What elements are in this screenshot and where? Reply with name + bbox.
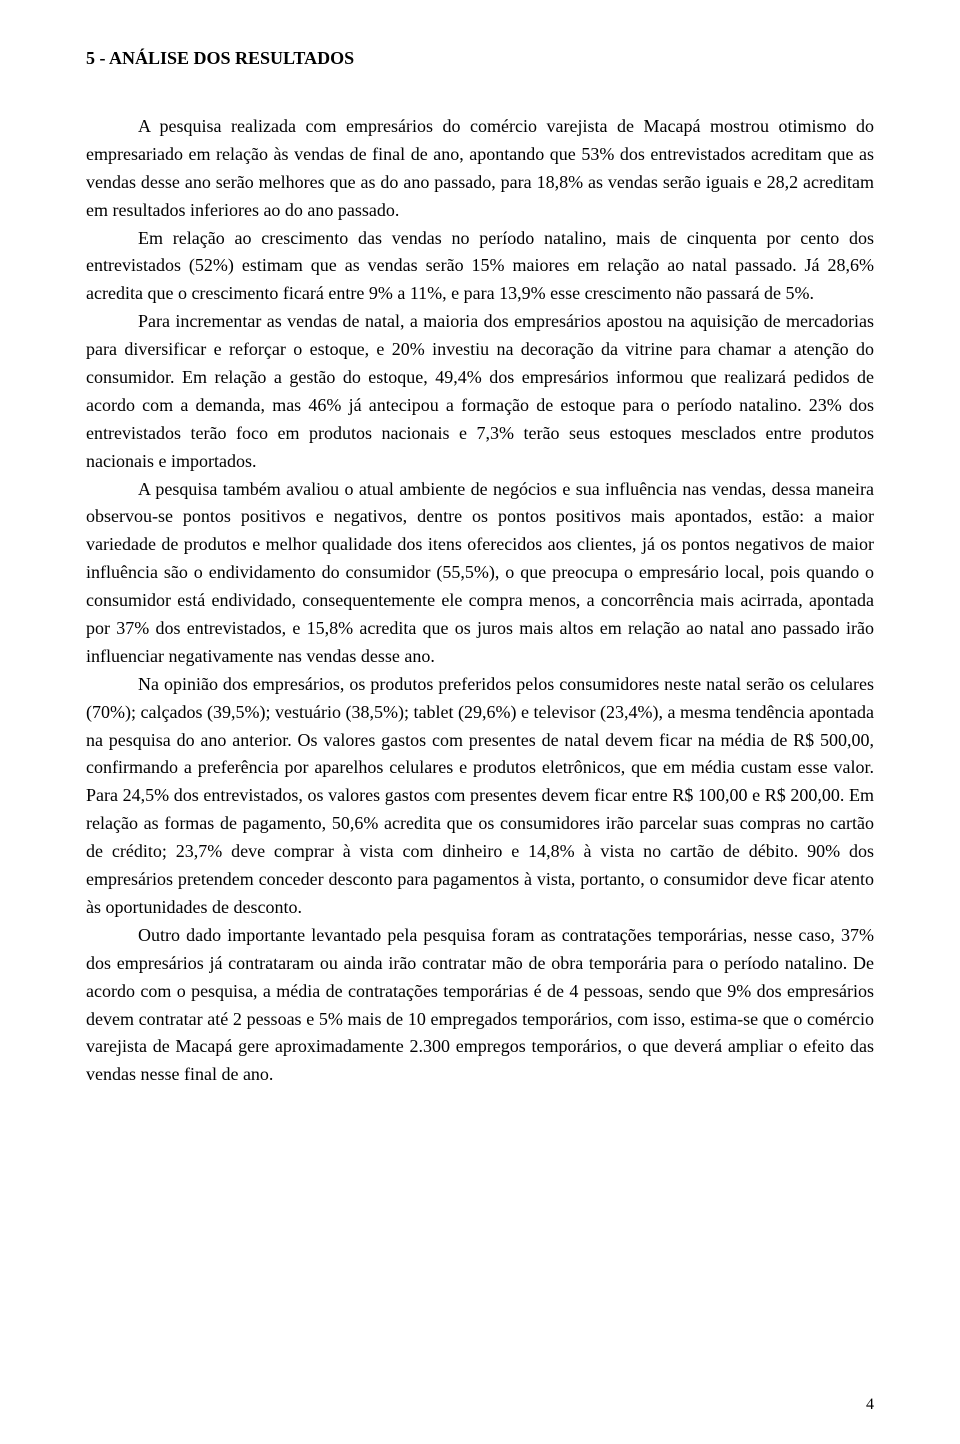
section-heading: 5 - ANÁLISE DOS RESULTADOS: [86, 48, 874, 69]
paragraph-6: Outro dado importante levantado pela pes…: [86, 922, 874, 1089]
paragraph-2: Em relação ao crescimento das vendas no …: [86, 225, 874, 309]
page-number: 4: [866, 1396, 874, 1414]
paragraph-4: A pesquisa também avaliou o atual ambien…: [86, 476, 874, 671]
paragraph-1: A pesquisa realizada com empresários do …: [86, 113, 874, 225]
document-page: 5 - ANÁLISE DOS RESULTADOS A pesquisa re…: [0, 0, 960, 1444]
paragraph-3: Para incrementar as vendas de natal, a m…: [86, 308, 874, 475]
paragraph-5: Na opinião dos empresários, os produtos …: [86, 671, 874, 922]
